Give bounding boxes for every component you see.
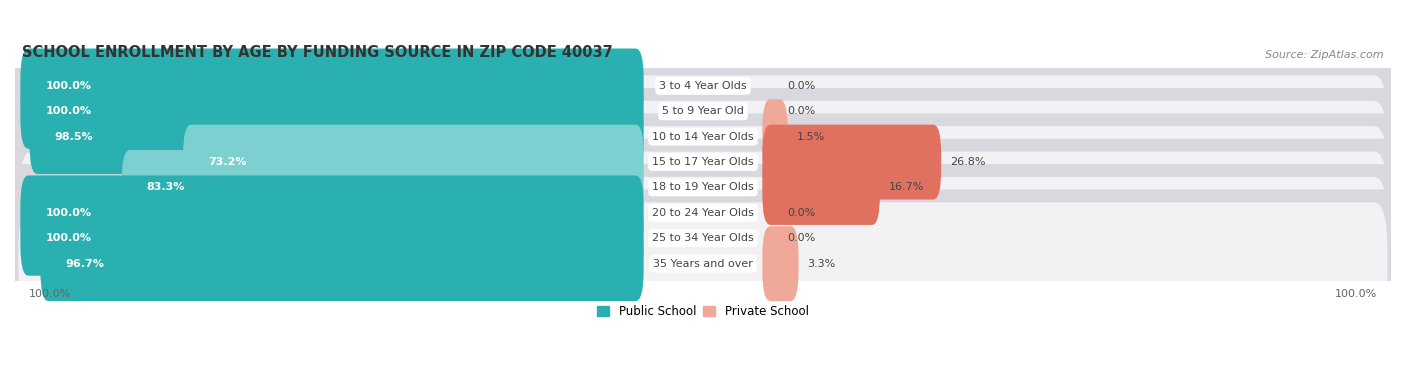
- Text: 96.7%: 96.7%: [66, 259, 104, 269]
- Text: 0.0%: 0.0%: [787, 208, 815, 218]
- Text: 3.3%: 3.3%: [807, 259, 835, 269]
- FancyBboxPatch shape: [4, 113, 1402, 262]
- Text: 15 to 17 Year Olds: 15 to 17 Year Olds: [652, 157, 754, 167]
- Text: 18 to 19 Year Olds: 18 to 19 Year Olds: [652, 182, 754, 193]
- Text: 25 to 34 Year Olds: 25 to 34 Year Olds: [652, 233, 754, 243]
- Text: 10 to 14 Year Olds: 10 to 14 Year Olds: [652, 132, 754, 142]
- Text: 100.0%: 100.0%: [28, 289, 70, 299]
- FancyBboxPatch shape: [18, 177, 1388, 297]
- Text: 100.0%: 100.0%: [45, 208, 91, 218]
- FancyBboxPatch shape: [18, 50, 1388, 170]
- FancyBboxPatch shape: [4, 139, 1402, 287]
- FancyBboxPatch shape: [18, 126, 1388, 246]
- Text: 20 to 24 Year Olds: 20 to 24 Year Olds: [652, 208, 754, 218]
- FancyBboxPatch shape: [762, 150, 880, 225]
- FancyBboxPatch shape: [21, 201, 644, 276]
- FancyBboxPatch shape: [762, 125, 941, 199]
- Text: 98.5%: 98.5%: [55, 132, 93, 142]
- Text: 26.8%: 26.8%: [950, 157, 986, 167]
- Text: SCHOOL ENROLLMENT BY AGE BY FUNDING SOURCE IN ZIP CODE 40037: SCHOOL ENROLLMENT BY AGE BY FUNDING SOUR…: [22, 44, 613, 60]
- Text: 83.3%: 83.3%: [146, 182, 186, 193]
- FancyBboxPatch shape: [21, 49, 644, 123]
- FancyBboxPatch shape: [18, 152, 1388, 271]
- Text: 16.7%: 16.7%: [889, 182, 924, 193]
- FancyBboxPatch shape: [18, 101, 1388, 221]
- FancyBboxPatch shape: [30, 99, 644, 174]
- Text: 3 to 4 Year Olds: 3 to 4 Year Olds: [659, 81, 747, 91]
- FancyBboxPatch shape: [4, 88, 1402, 236]
- FancyBboxPatch shape: [4, 190, 1402, 338]
- Text: 0.0%: 0.0%: [787, 233, 815, 243]
- FancyBboxPatch shape: [762, 226, 799, 301]
- FancyBboxPatch shape: [4, 63, 1402, 211]
- FancyBboxPatch shape: [4, 37, 1402, 185]
- Text: 5 to 9 Year Old: 5 to 9 Year Old: [662, 106, 744, 116]
- Text: 35 Years and over: 35 Years and over: [652, 259, 754, 269]
- Text: Source: ZipAtlas.com: Source: ZipAtlas.com: [1265, 50, 1384, 60]
- FancyBboxPatch shape: [21, 74, 644, 149]
- FancyBboxPatch shape: [18, 202, 1388, 322]
- FancyBboxPatch shape: [4, 164, 1402, 313]
- Text: 0.0%: 0.0%: [787, 106, 815, 116]
- Text: 100.0%: 100.0%: [45, 233, 91, 243]
- FancyBboxPatch shape: [18, 25, 1388, 144]
- FancyBboxPatch shape: [183, 125, 644, 199]
- FancyBboxPatch shape: [762, 99, 787, 174]
- FancyBboxPatch shape: [122, 150, 644, 225]
- Text: 0.0%: 0.0%: [787, 81, 815, 91]
- Text: 100.0%: 100.0%: [1336, 289, 1378, 299]
- Legend: Public School, Private School: Public School, Private School: [593, 300, 813, 322]
- Text: 73.2%: 73.2%: [208, 157, 246, 167]
- Text: 1.5%: 1.5%: [796, 132, 825, 142]
- FancyBboxPatch shape: [41, 226, 644, 301]
- FancyBboxPatch shape: [21, 175, 644, 250]
- Text: 100.0%: 100.0%: [45, 81, 91, 91]
- FancyBboxPatch shape: [18, 75, 1388, 195]
- FancyBboxPatch shape: [4, 12, 1402, 160]
- Text: 100.0%: 100.0%: [45, 106, 91, 116]
